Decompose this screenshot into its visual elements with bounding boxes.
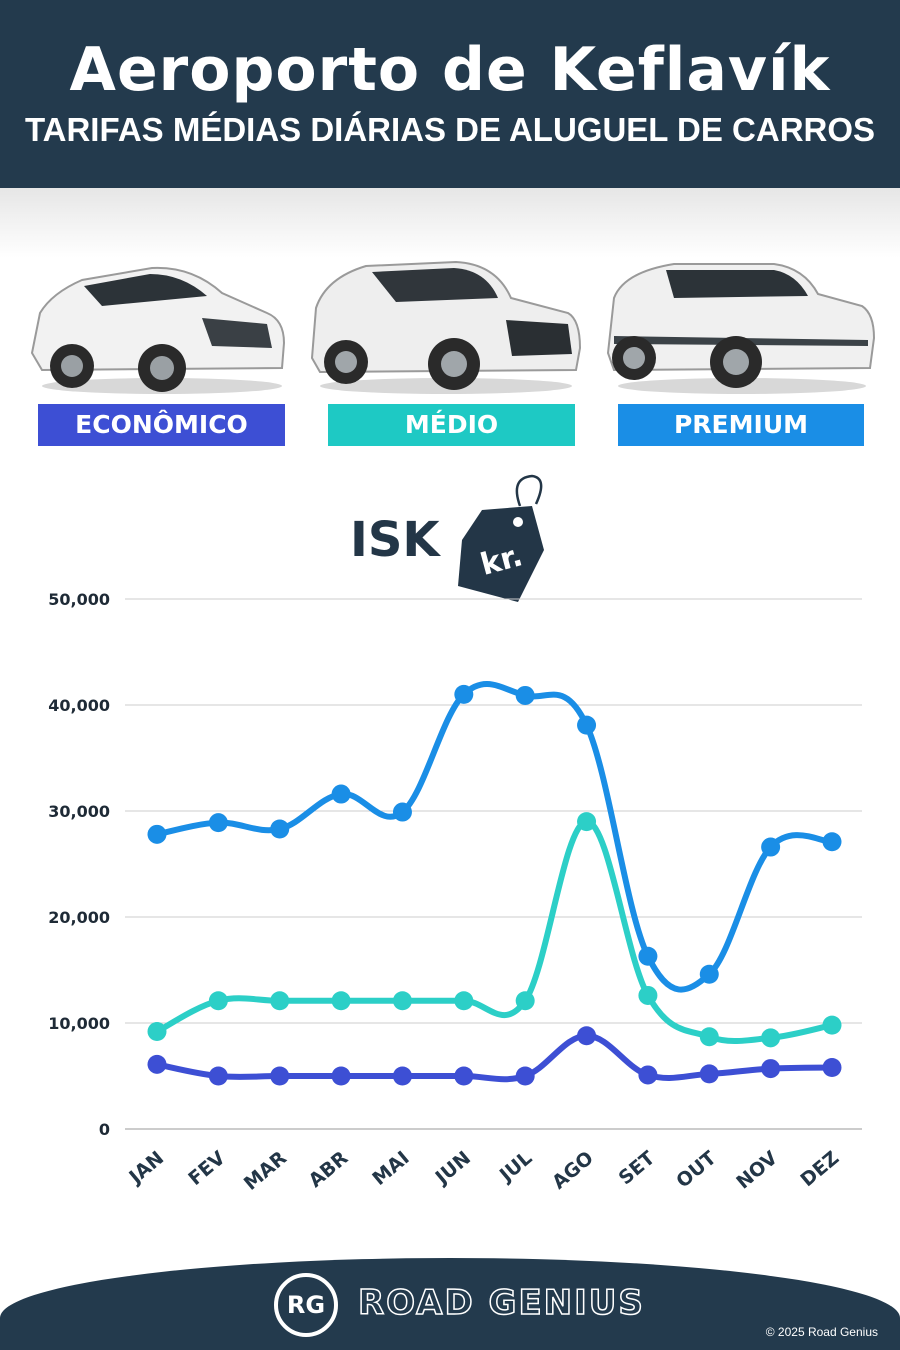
data-point-medio [638, 985, 658, 1005]
data-point-premium [699, 964, 719, 984]
data-point-premium [577, 715, 597, 735]
data-point-medio [270, 991, 290, 1011]
x-tick-label: OUT [672, 1147, 720, 1193]
header-shadow [0, 188, 900, 258]
x-tick-label: MAI [368, 1147, 413, 1190]
economy-car-image [30, 266, 286, 394]
data-point-economico [454, 1066, 474, 1086]
data-point-economico [147, 1054, 167, 1074]
data-point-economico [822, 1058, 842, 1078]
y-tick-label: 40,000 [48, 696, 110, 715]
premium-car-image [606, 263, 876, 394]
copyright: © 2025 Road Genius [765, 1325, 878, 1339]
data-point-medio [822, 1015, 842, 1035]
data-point-premium [147, 824, 167, 844]
data-point-premium [761, 837, 781, 857]
data-point-medio [147, 1021, 167, 1041]
x-tick-label: JUL [494, 1147, 536, 1187]
data-point-medio [392, 991, 412, 1011]
data-point-premium [454, 684, 474, 704]
x-tick-label: JUN [430, 1147, 475, 1190]
data-point-premium [270, 819, 290, 839]
data-point-medio [577, 812, 597, 832]
data-point-economico [515, 1066, 535, 1086]
data-point-economico [392, 1066, 412, 1086]
brand-name: ROAD GENIUS [357, 1282, 645, 1324]
x-tick-label: NOV [732, 1147, 782, 1194]
data-point-economico [577, 1026, 597, 1046]
y-tick-label: 20,000 [48, 908, 110, 927]
data-point-economico [331, 1066, 351, 1086]
y-tick-label: 30,000 [48, 802, 110, 821]
data-point-premium [392, 802, 412, 822]
badge-premium: PREMIUM [618, 404, 864, 446]
page-subtitle: TARIFAS MÉDIAS DIÁRIAS DE ALUGUEL DE CAR… [24, 111, 876, 148]
currency-label: ISK [350, 512, 440, 568]
x-tick-label: JAN [124, 1147, 169, 1189]
x-tick-label: MAR [240, 1147, 291, 1195]
header: Aeroporto de Keflavík TARIFAS MÉDIAS DIÁ… [0, 0, 900, 188]
midsize-car-image [310, 260, 582, 394]
badge-midsize: MÉDIO [328, 404, 575, 446]
data-point-premium [822, 832, 842, 852]
data-point-economico [270, 1066, 290, 1086]
badge-economy: ECONÔMICO [38, 404, 285, 446]
page-title: Aeroporto de Keflavík [69, 35, 831, 105]
data-point-economico [699, 1064, 719, 1084]
price-tag-icon: kr. [458, 474, 544, 602]
data-point-medio [699, 1027, 719, 1047]
data-point-economico [638, 1065, 658, 1085]
data-point-economico [208, 1066, 228, 1086]
data-point-economico [761, 1059, 781, 1079]
road-genius-logo-mark: RG [274, 1273, 338, 1337]
data-point-premium [208, 813, 228, 833]
y-tick-label: 50,000 [48, 590, 110, 609]
x-tick-label: AGO [548, 1147, 598, 1194]
footer [0, 1258, 900, 1350]
data-point-medio [208, 991, 228, 1011]
y-tick-label: 0 [99, 1120, 110, 1139]
y-tick-label: 10,000 [48, 1014, 110, 1033]
x-tick-label: SET [615, 1147, 660, 1189]
x-tick-label: ABR [305, 1147, 353, 1192]
data-point-medio [454, 991, 474, 1011]
x-tick-label: FEV [184, 1147, 230, 1190]
data-point-medio [761, 1028, 781, 1048]
data-point-medio [515, 991, 535, 1011]
data-point-medio [331, 991, 351, 1011]
data-point-premium [515, 685, 535, 705]
data-point-premium [331, 784, 351, 804]
x-tick-label: DEZ [796, 1147, 843, 1191]
series-line-premium [154, 681, 835, 993]
data-point-premium [638, 946, 658, 966]
